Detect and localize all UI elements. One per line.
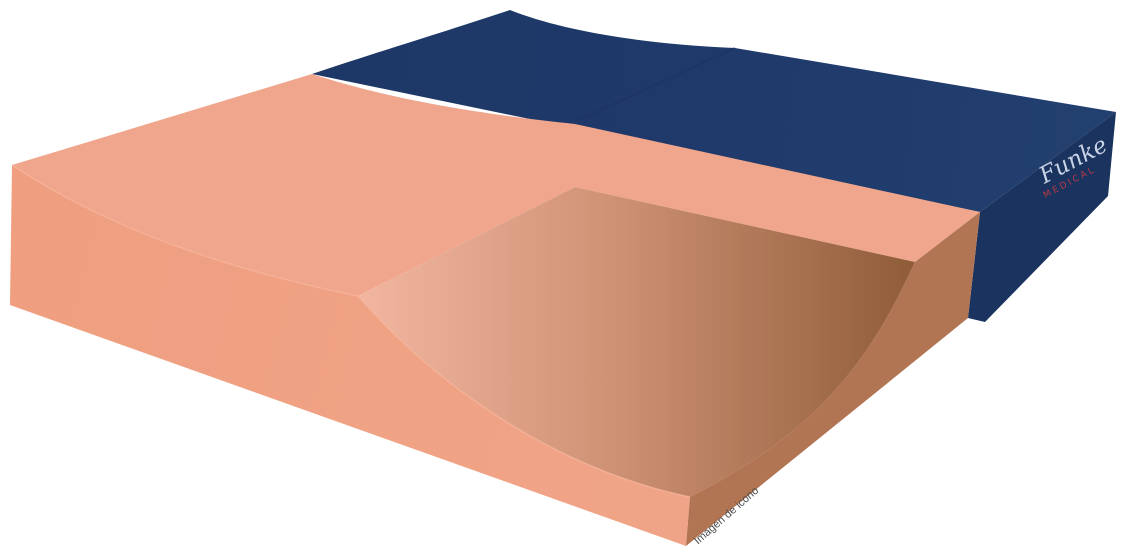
cover-side xyxy=(968,112,1116,322)
foam-top xyxy=(12,74,980,296)
foam-well xyxy=(358,187,915,497)
foam-right-side xyxy=(686,212,980,546)
foam-front-edge xyxy=(11,164,691,498)
foam-front xyxy=(10,165,690,546)
cover-top xyxy=(312,10,1116,212)
cover-seam xyxy=(574,47,736,123)
